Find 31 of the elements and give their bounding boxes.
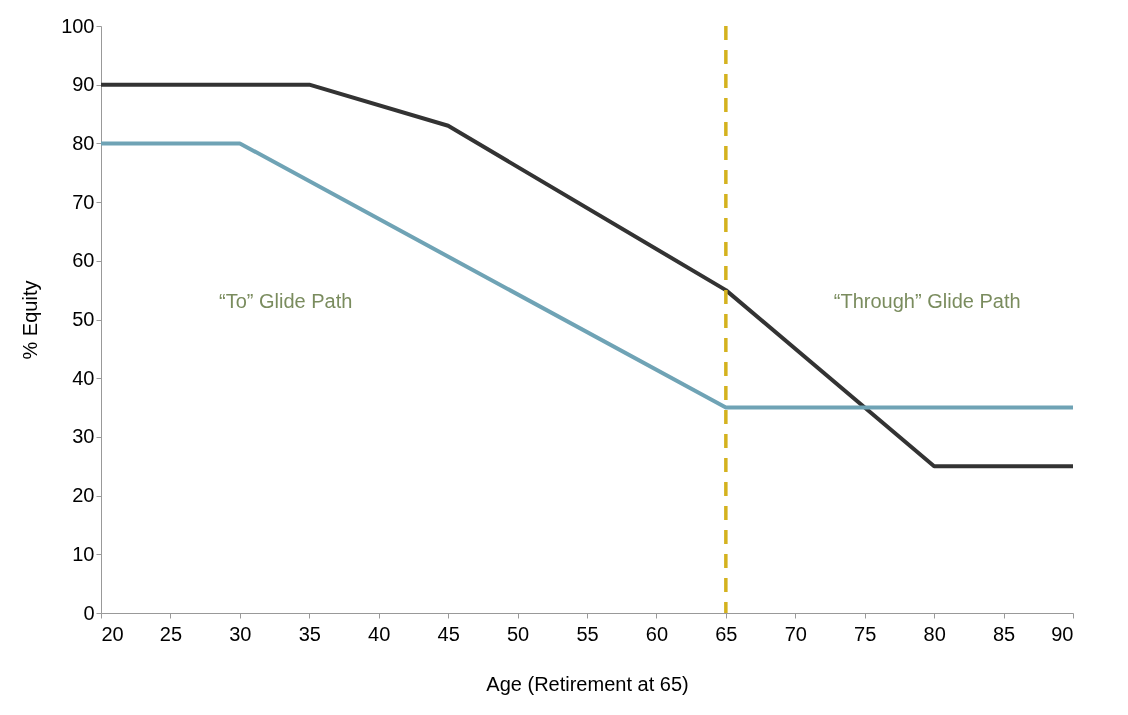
y-tick-label: 90 bbox=[72, 73, 95, 96]
annotation: “To” Glide Path bbox=[218, 289, 353, 312]
y-tick-label: 70 bbox=[72, 190, 95, 213]
x-tick-label: 50 bbox=[506, 622, 530, 645]
y-tick-label: 0 bbox=[83, 601, 95, 624]
x-tick-label: 90 bbox=[1051, 622, 1074, 645]
x-axis-title: Age (Retirement at 65) bbox=[486, 672, 689, 695]
y-tick-label: 100 bbox=[61, 14, 95, 37]
x-tick-label: 55 bbox=[576, 622, 599, 645]
x-tick-label: 20 bbox=[101, 622, 124, 645]
x-tick-label: 30 bbox=[229, 622, 252, 645]
y-tick-label: 30 bbox=[72, 425, 95, 448]
y-tick-label: 40 bbox=[72, 366, 95, 389]
y-tick-label: 50 bbox=[72, 308, 95, 330]
x-tick-label: 80 bbox=[923, 622, 946, 645]
y-tick-label: 80 bbox=[72, 131, 95, 154]
x-tick-label: 70 bbox=[784, 622, 807, 645]
x-tick-label: 45 bbox=[437, 622, 460, 645]
y-tick-label: 60 bbox=[72, 249, 95, 272]
y-axis-title: % Equity bbox=[19, 280, 42, 360]
y-tick-label: 10 bbox=[72, 542, 95, 565]
x-tick-label: 25 bbox=[159, 622, 183, 645]
x-tick-label: 65 bbox=[715, 622, 738, 645]
x-tick-label: 75 bbox=[854, 622, 877, 645]
x-tick-label: 35 bbox=[298, 622, 321, 645]
x-tick-label: 60 bbox=[645, 622, 669, 645]
line-series bbox=[99, 82, 1075, 469]
x-tick-label: 40 bbox=[368, 622, 391, 645]
y-tick-label: 20 bbox=[72, 484, 95, 507]
x-tick-label: 85 bbox=[992, 622, 1016, 645]
annotation: “Through” Glide Path bbox=[833, 289, 1021, 312]
